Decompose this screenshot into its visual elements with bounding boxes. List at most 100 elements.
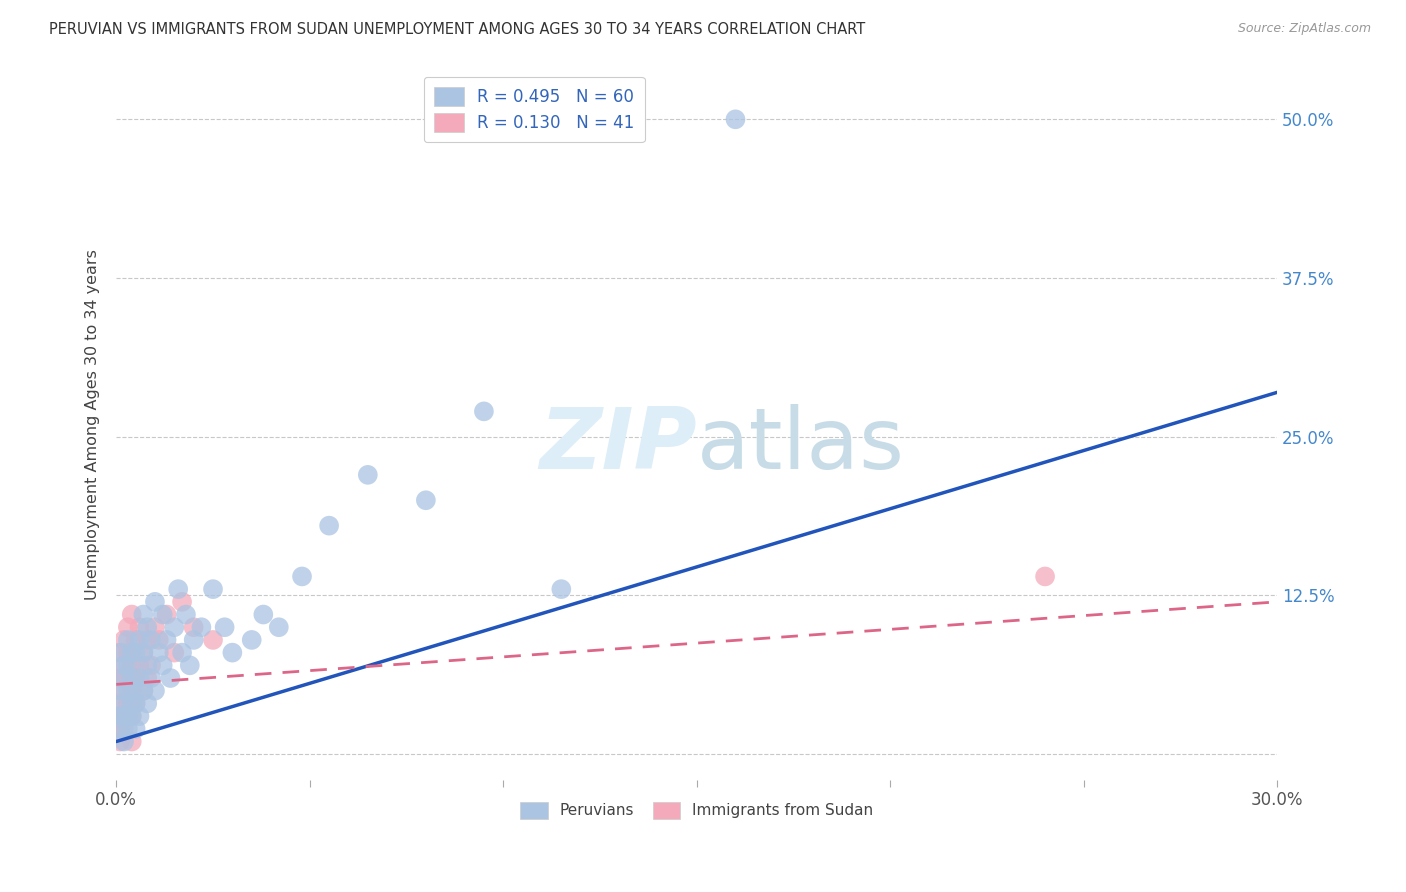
Point [139,632,162,647]
Point [550,582,572,596]
Point [117,683,139,698]
Point [124,671,146,685]
Point [108,646,131,660]
Point [108,646,131,660]
Legend: Peruvians, Immigrants from Sudan: Peruvians, Immigrants from Sudan [515,796,880,825]
Point [124,683,146,698]
Point [167,582,190,596]
Point [121,709,143,723]
Point [163,620,186,634]
Point [108,722,131,736]
Point [117,658,139,673]
Point [472,404,495,418]
Point [112,734,135,748]
Point [128,632,150,647]
Point [183,620,205,634]
Point [121,646,143,660]
Point [121,697,143,711]
Point [121,646,143,660]
Point [117,709,139,723]
Point [128,709,150,723]
Y-axis label: Unemployment Among Ages 30 to 34 years: Unemployment Among Ages 30 to 34 years [86,249,100,599]
Point [132,607,155,622]
Point [108,683,131,698]
Point [139,671,162,685]
Point [117,697,139,711]
Point [112,671,135,685]
Point [121,671,143,685]
Point [170,646,193,660]
Point [724,112,747,127]
Point [132,646,155,660]
Point [112,683,135,698]
Point [291,569,314,583]
Point [112,632,135,647]
Point [121,734,143,748]
Point [112,658,135,673]
Text: PERUVIAN VS IMMIGRANTS FROM SUDAN UNEMPLOYMENT AMONG AGES 30 TO 34 YEARS CORRELA: PERUVIAN VS IMMIGRANTS FROM SUDAN UNEMPL… [49,22,866,37]
Point [124,697,146,711]
Point [112,709,135,723]
Point [124,697,146,711]
Point [132,646,155,660]
Text: ZIP: ZIP [538,404,697,487]
Text: Source: ZipAtlas.com: Source: ZipAtlas.com [1237,22,1371,36]
Point [148,646,170,660]
Point [132,683,155,698]
Point [117,632,139,647]
Point [128,620,150,634]
Point [152,607,174,622]
Point [143,595,166,609]
Text: atlas: atlas [697,404,905,487]
Point [174,607,197,622]
Point [117,620,139,634]
Point [136,632,159,647]
Point [121,658,143,673]
Point [221,646,243,660]
Point [214,620,236,634]
Point [415,493,437,508]
Point [112,722,135,736]
Point [112,697,135,711]
Point [152,658,174,673]
Point [155,632,177,647]
Point [318,518,340,533]
Point [108,671,131,685]
Point [112,658,135,673]
Point [124,722,146,736]
Point [108,722,131,736]
Point [132,683,155,698]
Point [128,658,150,673]
Point [143,683,166,698]
Point [136,697,159,711]
Point [190,620,212,634]
Point [108,697,131,711]
Point [240,632,263,647]
Point [1033,569,1056,583]
Point [202,632,225,647]
Point [128,671,150,685]
Point [117,646,139,660]
Point [124,646,146,660]
Point [121,607,143,622]
Point [267,620,290,634]
Point [179,658,201,673]
Point [108,709,131,723]
Point [159,671,181,685]
Point [112,671,135,685]
Point [117,709,139,723]
Point [155,607,177,622]
Point [112,709,135,723]
Point [136,658,159,673]
Point [136,671,159,685]
Point [163,646,186,660]
Point [108,734,131,748]
Point [108,709,131,723]
Point [143,620,166,634]
Point [117,671,139,685]
Point [252,607,274,622]
Point [202,582,225,596]
Point [124,632,146,647]
Point [148,632,170,647]
Point [121,709,143,723]
